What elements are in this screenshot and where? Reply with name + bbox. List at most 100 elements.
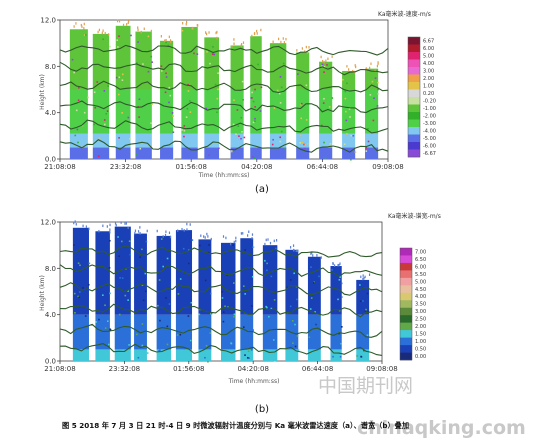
watermark-line1: 中国期刊网 (318, 375, 413, 397)
echo-fringe (177, 229, 179, 232)
echo-speckle (323, 97, 325, 100)
echo-speckle (79, 291, 81, 293)
echo-speckle (248, 357, 250, 359)
echo-speckle (241, 80, 244, 83)
echo-speckle (374, 69, 376, 72)
echo-speckle (151, 103, 153, 105)
echo-fringe (283, 41, 285, 44)
colorbar-label: -3.00 (423, 121, 436, 127)
echo-speckle (176, 334, 179, 336)
echo-fringe (368, 273, 371, 276)
temperature-isoline (59, 282, 383, 296)
echo-column (69, 22, 89, 159)
colorbar-swatch (400, 285, 412, 294)
colorbar-frame (407, 36, 421, 158)
x-tick-label: 06:44:08 (307, 163, 338, 171)
echo-speckle (109, 45, 111, 48)
echo-fringe (332, 262, 334, 265)
echo-speckle (150, 122, 152, 124)
echo-fringe (146, 229, 148, 233)
echo-speckle (165, 76, 168, 78)
echo-speckle (117, 93, 120, 96)
echo-speckle (279, 76, 282, 78)
echo-speckle (326, 64, 328, 66)
echo-speckle (93, 123, 95, 126)
echo-speckle (294, 323, 296, 326)
echo-speckle (289, 279, 292, 281)
echo-band (114, 226, 131, 315)
echo-band (330, 349, 342, 361)
echo-speckle (103, 119, 106, 121)
echo-speckle (242, 98, 244, 101)
x-tick-label: 23:32:08 (110, 163, 141, 171)
echo-fringe (169, 235, 172, 239)
colorbar-swatch (408, 74, 420, 83)
colorbar-swatch (400, 292, 412, 301)
echo-speckle (109, 292, 111, 295)
x-tick-label: 21:08:08 (44, 163, 75, 171)
echo-speckle (193, 52, 195, 55)
echo-speckle (268, 315, 270, 318)
echo-speckle (323, 141, 325, 144)
echo-speckle (266, 262, 268, 265)
echo-fringe (134, 229, 137, 233)
echo-speckle (182, 247, 185, 250)
echo-column (134, 226, 149, 361)
echo-speckle (216, 97, 219, 100)
echo-fringe (81, 25, 83, 28)
colorbar-swatch (400, 322, 412, 331)
echo-fringe (106, 225, 108, 228)
echo-speckle (160, 65, 163, 67)
echo-speckle (124, 294, 127, 297)
echo-column (160, 34, 175, 161)
echo-speckle (359, 300, 362, 303)
colorbar-swatch (408, 52, 420, 60)
colorbar-label: 3.50 (415, 302, 426, 308)
echo-speckle (354, 151, 357, 154)
echo-speckle (272, 339, 275, 341)
temperature-isoline (59, 323, 383, 338)
echo-speckle (315, 332, 318, 335)
echo-speckle (356, 355, 358, 357)
panel-b-y-axis-label: Height (km) (39, 275, 46, 311)
echo-speckle (187, 315, 190, 317)
echo-fringe (98, 28, 101, 32)
echo-speckle (129, 122, 132, 125)
echo-fringe (285, 37, 287, 41)
echo-fringe (73, 25, 75, 28)
echo-fringe (240, 232, 242, 235)
echo-speckle (338, 279, 341, 281)
echo-speckle (141, 344, 144, 347)
echo-fringe (127, 226, 129, 230)
echo-fringe (256, 29, 258, 33)
echo-fringe (311, 251, 313, 254)
echo-speckle (166, 343, 169, 346)
echo-fringe (122, 23, 125, 27)
echo-band (134, 233, 147, 315)
echo-speckle (331, 97, 334, 99)
echo-fringe (327, 57, 329, 61)
echo-fringe (88, 227, 90, 231)
echo-column (269, 37, 288, 159)
colorbar-swatch (408, 119, 420, 128)
colorbar-swatch (408, 104, 420, 113)
echo-band (230, 133, 244, 148)
echo-fringe (165, 230, 167, 233)
echo-band (198, 349, 212, 361)
echo-speckle (160, 238, 163, 240)
echo-band (240, 349, 254, 361)
echo-speckle (263, 308, 265, 311)
echo-fringe (126, 23, 128, 26)
panel-b-x-ticks: 21:08:08 23:32:08 01:56:08 04:20:08 06:44:08… (44, 361, 398, 373)
echo-speckle (250, 349, 253, 351)
colorbar-label: -6.67 (423, 151, 436, 157)
x-tick-label: 21:08:08 (44, 365, 75, 373)
echo-speckle (346, 133, 348, 135)
echo-fringe (160, 34, 162, 38)
echo-speckle (78, 296, 80, 299)
echo-speckle (102, 38, 104, 41)
echo-speckle (308, 336, 311, 339)
echo-fringe (207, 235, 209, 238)
echo-fringe (355, 65, 357, 69)
temperature-isoline (59, 80, 389, 94)
